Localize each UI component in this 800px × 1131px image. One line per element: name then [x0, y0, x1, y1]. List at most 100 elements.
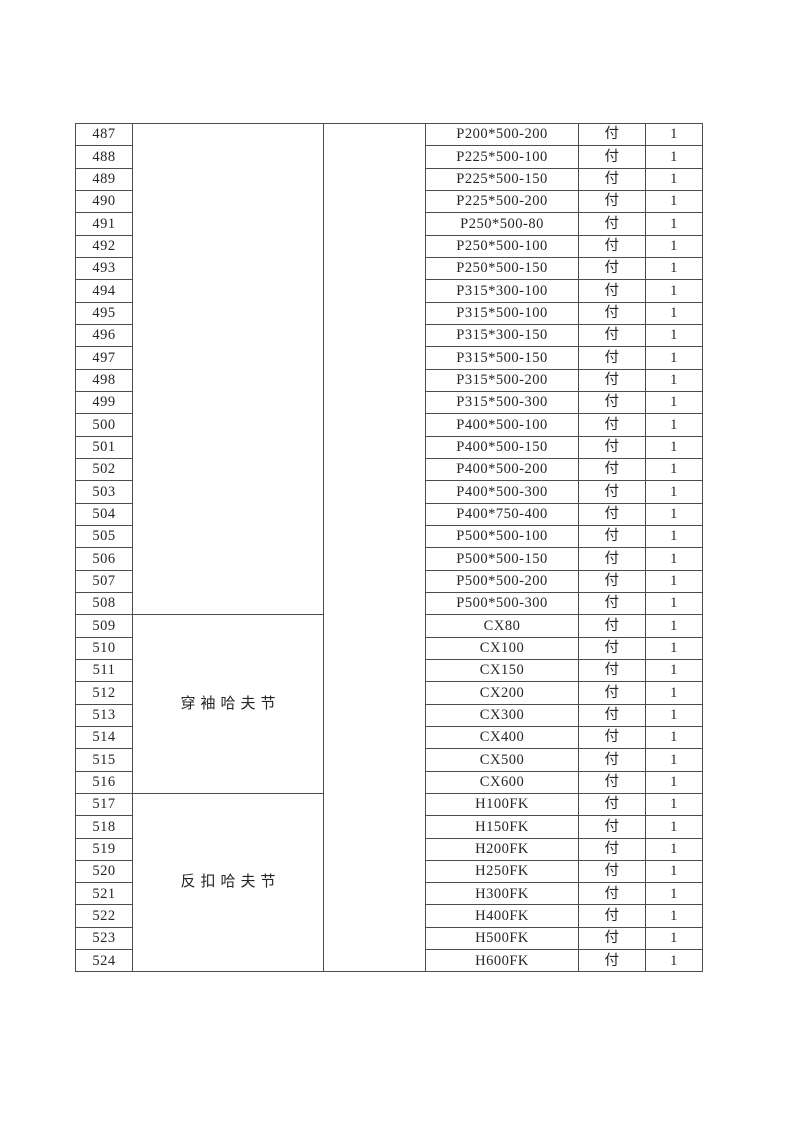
quantity-cell-text: 1	[670, 483, 678, 500]
row-number-cell-text: 491	[92, 215, 116, 232]
row-number-cell-text: 493	[92, 260, 116, 277]
unit-cell: 付	[578, 792, 646, 817]
parts-table-body: 487 P200*500-200 付 1 488 P225*500-100 付 1 489 P22…	[75, 122, 703, 973]
table-row: 498 P315*500-200 付 1	[75, 368, 703, 392]
model-cell: P315*300-100	[425, 279, 579, 303]
row-number-cell: 493	[75, 256, 133, 281]
quantity-cell: 1	[645, 390, 703, 415]
unit-cell-text: 付	[604, 305, 620, 322]
unit-cell-text: 付	[604, 773, 620, 790]
row-number-cell: 496	[75, 323, 133, 348]
table-row: 501 P400*500-150 付 1	[75, 435, 703, 459]
row-number-cell: 489	[75, 167, 133, 191]
row-number-cell-text: 489	[92, 171, 116, 188]
row-number-cell: 503	[75, 480, 133, 504]
unit-cell-text: 付	[604, 706, 620, 723]
unit-cell-text: 付	[604, 952, 620, 969]
unit-cell: 付	[578, 413, 646, 437]
row-number-cell: 491	[75, 212, 133, 236]
model-cell: P400*500-300	[425, 480, 579, 504]
row-number-cell-text: 505	[92, 528, 116, 545]
row-number-cell: 495	[75, 301, 133, 325]
model-cell: P315*300-150	[425, 323, 579, 348]
category-cell: 穿袖哈夫节	[132, 614, 324, 794]
quantity-cell-text: 1	[670, 617, 678, 634]
model-cell-text: P225*500-150	[456, 171, 548, 188]
quantity-cell-text: 1	[670, 394, 678, 411]
quantity-cell: 1	[645, 189, 703, 214]
row-number-cell-text: 513	[92, 706, 116, 723]
unit-cell-text: 付	[604, 483, 620, 500]
model-cell-text: CX300	[479, 706, 525, 723]
row-number-cell: 514	[75, 725, 133, 750]
model-cell-text: P225*500-100	[456, 148, 548, 165]
model-cell-text: CX80	[483, 617, 521, 634]
unit-cell: 付	[578, 524, 646, 549]
model-cell-text: P500*500-150	[456, 550, 548, 567]
model-cell: CX150	[425, 658, 579, 683]
quantity-cell: 1	[645, 368, 703, 392]
model-cell: CX200	[425, 681, 579, 705]
model-cell: P400*500-200	[425, 457, 579, 482]
model-cell: P250*500-100	[425, 234, 579, 258]
row-number-cell-text: 512	[92, 684, 116, 701]
category-cell	[132, 122, 324, 616]
table-row: 519 H200FK 付 1	[75, 837, 703, 861]
unit-cell: 付	[578, 748, 646, 772]
row-number-cell: 519	[75, 837, 133, 861]
model-cell: P225*500-150	[425, 167, 579, 191]
row-number-cell-text: 506	[92, 550, 116, 567]
row-number-cell: 515	[75, 748, 133, 772]
unit-cell: 付	[578, 323, 646, 348]
unit-cell-text: 付	[604, 595, 620, 612]
quantity-cell-text: 1	[670, 505, 678, 522]
unit-cell: 付	[578, 480, 646, 504]
quantity-cell-text: 1	[670, 349, 678, 366]
quantity-cell: 1	[645, 480, 703, 504]
row-number-cell-text: 501	[92, 439, 116, 455]
quantity-cell: 1	[645, 725, 703, 750]
row-number-cell: 490	[75, 189, 133, 214]
model-cell-text: P225*500-200	[456, 193, 548, 210]
quantity-cell-text: 1	[670, 372, 678, 389]
unit-cell-text: 付	[604, 930, 620, 947]
unit-cell: 付	[578, 502, 646, 526]
quantity-cell: 1	[645, 882, 703, 906]
row-number-cell-text: 492	[92, 238, 116, 255]
model-cell: P315*500-200	[425, 368, 579, 392]
row-number-cell: 494	[75, 279, 133, 303]
unit-cell-text: 付	[604, 238, 620, 255]
model-cell: P500*500-150	[425, 547, 579, 571]
unit-cell: 付	[578, 301, 646, 325]
unit-cell-text: 付	[604, 572, 620, 589]
unit-cell-text: 付	[604, 550, 620, 567]
unit-cell: 付	[578, 837, 646, 861]
unit-cell-text: 付	[604, 505, 620, 522]
quantity-cell-text: 1	[670, 773, 678, 790]
quantity-cell-text: 1	[670, 751, 678, 768]
unit-cell: 付	[578, 815, 646, 839]
unit-cell: 付	[578, 770, 646, 794]
unit-cell-text: 付	[604, 282, 620, 299]
row-number-cell: 513	[75, 703, 133, 727]
model-cell: CX500	[425, 748, 579, 772]
unit-cell: 付	[578, 189, 646, 214]
row-number-cell: 504	[75, 502, 133, 526]
quantity-cell-text: 1	[670, 863, 678, 880]
quantity-cell: 1	[645, 859, 703, 884]
table-row: 491 P250*500-80 付 1	[75, 212, 703, 236]
unit-cell: 付	[578, 435, 646, 459]
model-cell: H400FK	[425, 904, 579, 928]
quantity-cell-text: 1	[670, 327, 678, 344]
model-cell-text: P315*500-150	[456, 349, 548, 366]
quantity-cell-text: 1	[670, 260, 678, 277]
row-number-cell: 500	[75, 413, 133, 437]
quantity-cell-text: 1	[670, 528, 678, 545]
unit-cell: 付	[578, 390, 646, 415]
quantity-cell-text: 1	[670, 818, 678, 835]
row-number-cell-text: 511	[92, 662, 116, 679]
row-number-cell-text: 516	[92, 773, 116, 790]
row-number-cell-text: 507	[92, 572, 116, 589]
model-cell: P225*500-100	[425, 145, 579, 169]
quantity-cell-text: 1	[670, 572, 678, 589]
